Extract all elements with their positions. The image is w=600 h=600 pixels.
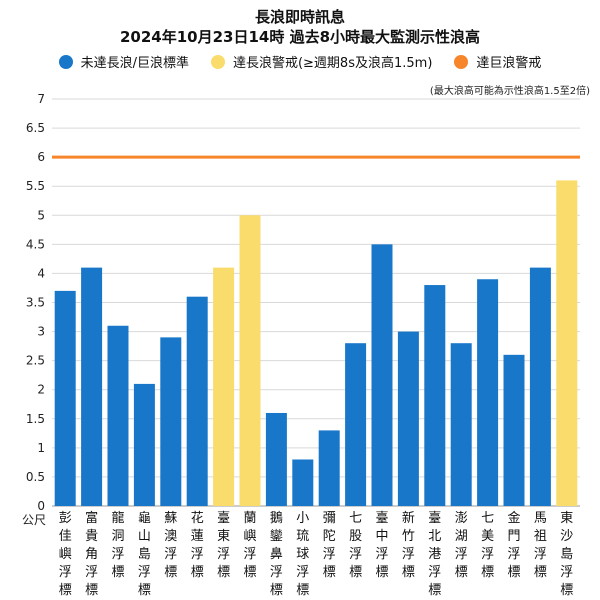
legend-label-high-wave: 達巨浪警戒 [476, 56, 542, 71]
x-tick-label: 臺中浮標 [375, 511, 388, 580]
x-tick-label: 東沙島浮標 [560, 510, 573, 598]
bar [477, 279, 499, 506]
legend-label-swell: 達長浪警戒(≥週期8s及浪高1.5m) [232, 56, 433, 71]
y-tick-label: 5 [37, 208, 45, 222]
x-tick-label: 金門浮標 [507, 510, 520, 580]
x-tick-label: 蘇澳浮標 [164, 511, 177, 580]
chart-subtitle: 2024年10月23日14時 過去8小時最大監測示性浪高 [119, 28, 481, 46]
bar [186, 296, 208, 506]
x-tick-label: 臺北港浮標 [428, 511, 441, 598]
y-tick-label: 1.5 [26, 412, 45, 426]
y-tick-label: 6 [37, 150, 45, 164]
y-tick-label: 0 [37, 499, 45, 513]
y-tick-label: 0.5 [26, 470, 45, 484]
y-tick-label: 7 [37, 92, 45, 106]
bar [345, 343, 367, 506]
x-tick-label: 澎湖浮標 [455, 511, 468, 580]
legend-swatch-swell [210, 54, 225, 69]
bar [160, 337, 182, 506]
x-tick-label: 七美浮標 [481, 511, 494, 580]
legend-swatch-high-wave [454, 54, 469, 69]
y-tick-label: 1 [37, 441, 45, 455]
y-tick-label: 3.5 [26, 296, 45, 310]
bar [107, 325, 129, 506]
bar [556, 180, 578, 506]
x-tick-label: 新竹浮標 [402, 510, 415, 580]
bar [450, 343, 472, 506]
y-tick-label: 4 [37, 266, 45, 280]
bar [424, 285, 446, 506]
bar [397, 331, 419, 506]
bar [503, 354, 525, 506]
bar [265, 412, 287, 506]
legend-item-normal: 未達長浪/巨浪標準 [58, 52, 189, 71]
x-tick-label: 龜山島浮標 [138, 511, 151, 598]
x-tick-label: 彌陀浮標 [323, 511, 336, 580]
legend: 未達長浪/巨浪標準 達長浪警戒(≥週期8s及浪高1.5m) 達巨浪警戒 [0, 52, 600, 71]
chart-title: 長浪即時訊息 [254, 8, 345, 26]
y-tick-label: 2.5 [26, 354, 45, 368]
legend-swatch-normal [58, 54, 73, 69]
y-axis-unit-label: 公尺 [22, 513, 46, 527]
x-tick-label: 小琉球浮標 [296, 511, 309, 598]
x-tick-label: 鵝鑾鼻浮標 [270, 511, 283, 598]
x-tick-label: 富貴角浮標 [85, 510, 98, 598]
chart-note: (最大浪高可能為示性浪高1.5至2倍) [429, 86, 590, 97]
bar [133, 383, 155, 506]
y-tick-label: 3 [37, 325, 45, 339]
x-tick-label: 花蓮浮標 [191, 510, 204, 580]
x-tick-label: 蘭嶼浮標 [243, 510, 256, 580]
bar [292, 459, 314, 506]
bar [81, 267, 103, 506]
bar [371, 244, 393, 506]
bar [54, 290, 76, 506]
bar [213, 267, 235, 506]
legend-item-swell: 達長浪警戒(≥週期8s及浪高1.5m) [210, 52, 433, 71]
x-tick-label: 馬祖浮標 [534, 511, 547, 580]
legend-label-normal: 未達長浪/巨浪標準 [80, 56, 189, 71]
bar [239, 215, 261, 507]
y-tick-label: 4.5 [26, 237, 45, 251]
bar [318, 430, 340, 506]
legend-item-high-wave: 達巨浪警戒 [454, 52, 541, 71]
bar [529, 267, 551, 506]
x-tick-label: 龍洞浮標 [111, 510, 124, 580]
x-tick-label: 彭佳嶼浮標 [59, 511, 72, 598]
y-tick-label: 2 [37, 383, 45, 397]
x-tick-label: 七股浮標 [349, 511, 362, 580]
y-tick-label: 5.5 [26, 179, 45, 193]
x-tick-label: 臺東浮標 [217, 511, 230, 580]
y-tick-label: 6.5 [26, 121, 45, 135]
